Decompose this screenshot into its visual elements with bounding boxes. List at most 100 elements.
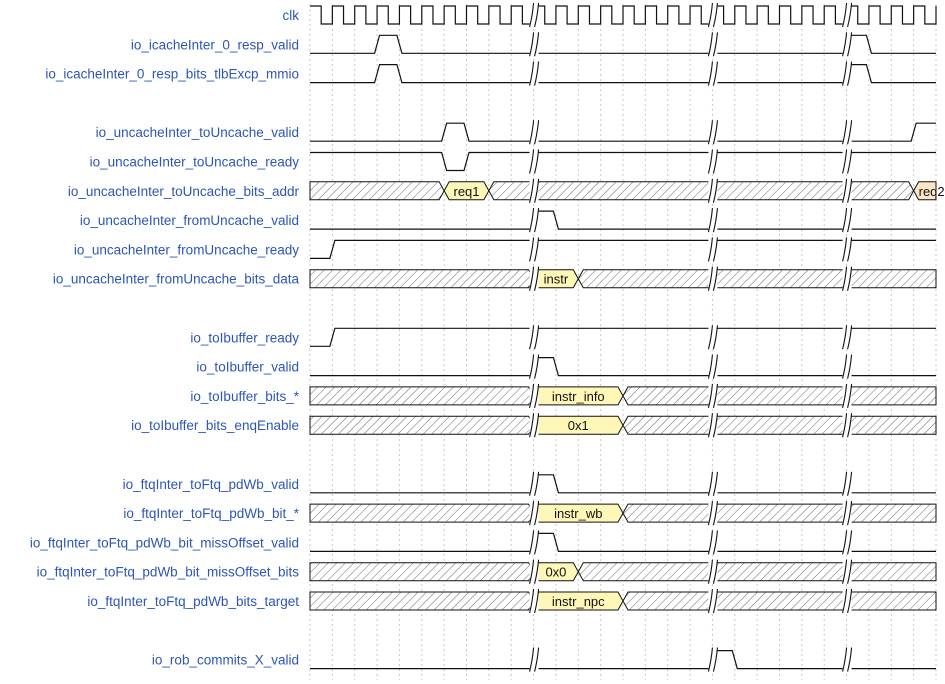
break-stroke (847, 61, 853, 86)
signal-label: io_ftqInter_toFtq_pdWb_bit_* (123, 506, 299, 521)
signal-label: io_icacheInter_0_resp_valid (131, 37, 299, 52)
break-mask (842, 383, 852, 408)
break-stroke (847, 32, 853, 57)
break-stroke (847, 413, 853, 438)
break-stroke (534, 178, 540, 203)
break-stroke (529, 325, 535, 350)
break-stroke (534, 266, 540, 291)
break-stroke (707, 325, 713, 350)
break-stroke (534, 530, 540, 555)
break-stroke (712, 559, 718, 584)
break-stroke (712, 237, 718, 262)
bit-wave (310, 474, 936, 494)
break-stroke (707, 647, 713, 672)
break-stroke (847, 501, 853, 526)
break-mask (842, 149, 852, 174)
break-stroke (842, 266, 848, 291)
break-stroke (707, 559, 713, 584)
bus-unknown-segment (577, 562, 937, 582)
bus-value-label: instr_npc (552, 594, 605, 609)
break-stroke (847, 266, 853, 291)
break-stroke (534, 208, 540, 233)
clock-wave (310, 5, 937, 25)
bit-wave (310, 357, 936, 377)
bit-wave (310, 650, 936, 670)
break-stroke (534, 354, 540, 379)
break-mask (842, 589, 852, 613)
break-stroke (529, 208, 535, 233)
bus-value-label: 0x1 (568, 418, 589, 433)
break-mask (529, 325, 539, 350)
bit-wave (310, 151, 936, 172)
break-mask (529, 266, 539, 291)
break-stroke (534, 61, 540, 86)
break-stroke (529, 237, 535, 262)
break-stroke (842, 120, 848, 145)
break-stroke (534, 413, 540, 438)
bus-value-label: instr_wb (554, 506, 602, 521)
bus-unknown-segment (309, 415, 535, 435)
break-mask (708, 61, 718, 86)
break-stroke (842, 149, 848, 174)
break-stroke (529, 120, 535, 145)
break-stroke (707, 413, 713, 438)
break-stroke (534, 325, 540, 350)
break-mask (708, 530, 718, 555)
break-stroke (712, 413, 718, 438)
break-mask (708, 266, 718, 291)
break-stroke (529, 413, 535, 438)
bus-unknown-segment (622, 591, 937, 611)
break-stroke (707, 530, 713, 555)
break-stroke (712, 120, 718, 145)
break-stroke (534, 647, 540, 672)
break-stroke (534, 2, 540, 28)
break-mask (842, 530, 852, 555)
break-mask (708, 149, 718, 174)
break-mask (708, 237, 718, 262)
break-stroke (842, 32, 848, 57)
break-mask (842, 237, 852, 262)
signal-label: clk (283, 8, 300, 23)
break-stroke (842, 61, 848, 86)
break-stroke (847, 120, 853, 145)
break-stroke (842, 237, 848, 262)
break-mask (708, 501, 718, 526)
break-stroke (707, 501, 713, 526)
bus-unknown-segment (309, 591, 535, 611)
break-stroke (712, 32, 718, 57)
break-stroke (529, 32, 535, 57)
break-stroke (712, 530, 718, 555)
break-stroke (712, 501, 718, 526)
break-mask (708, 413, 718, 438)
break-stroke (847, 208, 853, 233)
break-stroke (707, 237, 713, 262)
bit-wave (310, 327, 936, 347)
break-stroke (842, 413, 848, 438)
break-mask (529, 208, 539, 233)
bit-wave (310, 239, 936, 259)
break-mask (842, 32, 852, 57)
break-mask (708, 354, 718, 379)
break-mask (842, 208, 852, 233)
signal-label: io_uncacheInter_fromUncache_bits_data (53, 272, 300, 287)
signal-label: io_icacheInter_0_resp_bits_tlbExcp_mmio (45, 67, 299, 82)
break-stroke (842, 588, 848, 614)
break-stroke (529, 178, 535, 203)
break-mask (708, 208, 718, 233)
break-stroke (712, 208, 718, 233)
bus-unknown-segment (577, 269, 937, 289)
break-mask (529, 32, 539, 57)
bit-wave (310, 63, 936, 84)
break-mask (708, 3, 718, 27)
break-stroke (707, 120, 713, 145)
bus-unknown-segment (309, 562, 535, 582)
bit-wave (310, 34, 936, 54)
break-stroke (842, 325, 848, 350)
break-stroke (707, 471, 713, 496)
break-stroke (534, 501, 540, 526)
break-stroke (842, 647, 848, 672)
break-mask (529, 120, 539, 145)
signal-label: io_toIbuffer_valid (196, 360, 299, 375)
break-mask (842, 501, 852, 526)
signal-label: io_uncacheInter_toUncache_bits_addr (68, 184, 300, 199)
